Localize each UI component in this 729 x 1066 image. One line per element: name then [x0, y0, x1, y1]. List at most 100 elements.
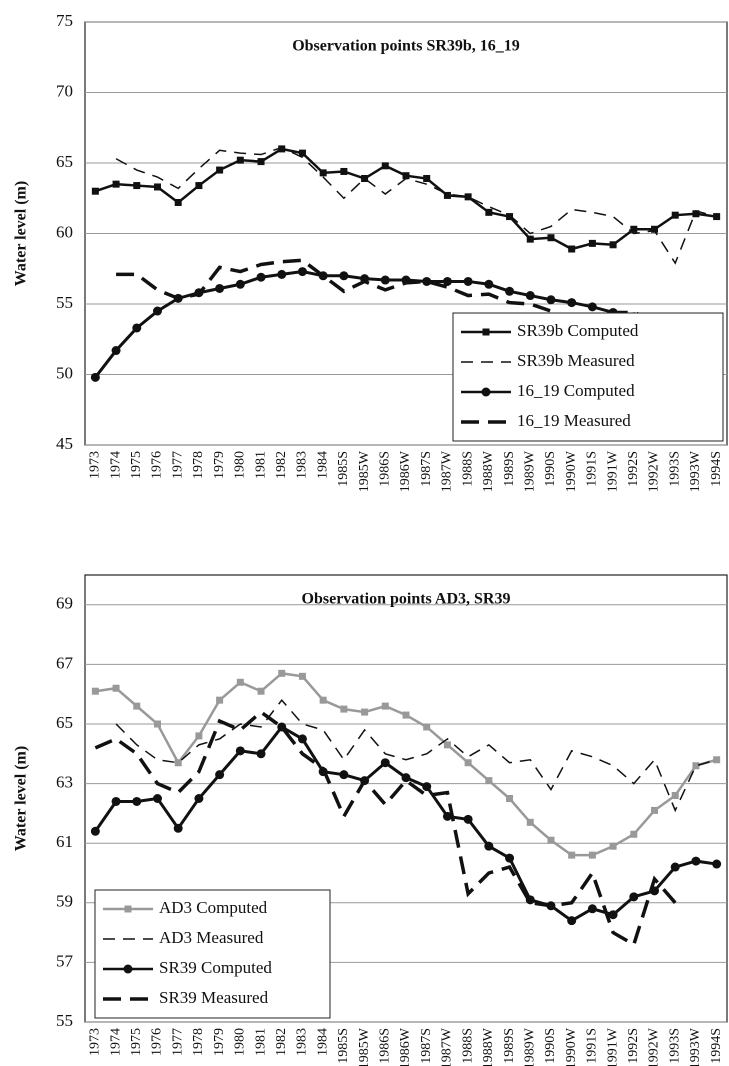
- marker: [278, 145, 286, 153]
- marker: [381, 162, 389, 170]
- y-tick-label: 69: [56, 594, 73, 613]
- marker: [278, 669, 286, 677]
- x-tick-label: 1989S: [502, 451, 517, 487]
- x-tick-label: 1985W: [357, 450, 372, 492]
- marker: [568, 851, 576, 859]
- x-tick-label: 1974: [108, 1028, 123, 1056]
- marker: [380, 275, 390, 285]
- marker: [484, 279, 494, 289]
- x-tick-label: 1980: [233, 451, 248, 479]
- marker: [525, 291, 535, 301]
- series-line: [95, 672, 717, 857]
- marker: [629, 892, 639, 902]
- x-tick-label: 1993S: [667, 1028, 682, 1064]
- marker: [692, 210, 700, 218]
- marker: [298, 672, 306, 680]
- marker: [257, 158, 265, 166]
- marker: [235, 746, 245, 756]
- marker: [195, 182, 203, 190]
- x-tick-label: 1984: [315, 1028, 330, 1056]
- x-tick-label: 1990W: [564, 450, 579, 492]
- marker: [443, 191, 451, 199]
- x-tick-label: 1973: [88, 1028, 103, 1056]
- legend-label: SR39b Measured: [517, 351, 635, 370]
- marker: [443, 741, 451, 749]
- x-tick-label: 1993S: [667, 451, 682, 487]
- marker: [257, 687, 265, 695]
- y-tick-label: 63: [56, 773, 73, 792]
- marker: [567, 916, 577, 926]
- marker: [297, 734, 307, 744]
- y-tick-label: 65: [56, 152, 73, 171]
- marker: [464, 193, 472, 201]
- legend-marker: [482, 328, 490, 336]
- y-tick-label: 67: [56, 653, 74, 672]
- marker: [216, 696, 224, 704]
- x-tick-label: 1989S: [502, 1028, 517, 1064]
- marker: [133, 182, 141, 190]
- marker: [587, 302, 597, 312]
- marker: [588, 851, 596, 859]
- x-tick-label: 1992W: [647, 1027, 662, 1066]
- marker: [463, 276, 473, 286]
- x-tick-label: 1986W: [398, 1027, 413, 1066]
- y-axis-label: Water level (m): [13, 181, 30, 286]
- marker: [630, 830, 638, 838]
- y-tick-label: 60: [56, 222, 73, 241]
- legend-label: 16_19 Computed: [517, 381, 635, 400]
- marker: [111, 346, 121, 356]
- legend-label: AD3 Computed: [159, 898, 268, 917]
- x-tick-label: 1991S: [585, 451, 600, 487]
- marker: [712, 859, 722, 869]
- x-tick-label: 1990S: [543, 451, 558, 487]
- y-tick-label: 57: [56, 951, 74, 970]
- x-tick-label: 1991W: [605, 450, 620, 492]
- x-tick-label: 1986W: [398, 450, 413, 492]
- marker: [464, 759, 472, 767]
- x-tick-label: 1983: [295, 1028, 310, 1056]
- marker: [422, 782, 432, 792]
- x-tick-label: 1981: [253, 451, 268, 479]
- marker: [402, 172, 410, 180]
- x-tick-label: 1987S: [419, 1028, 434, 1064]
- x-tick-label: 1975: [129, 1028, 144, 1056]
- x-tick-label: 1992W: [647, 450, 662, 492]
- y-tick-label: 75: [56, 11, 73, 30]
- marker: [506, 213, 514, 221]
- x-tick-label: 1978: [191, 451, 206, 479]
- x-tick-label: 1985W: [357, 1027, 372, 1066]
- marker: [651, 806, 659, 814]
- x-tick-label: 1989W: [522, 450, 537, 492]
- x-tick-label: 1986S: [378, 1028, 393, 1064]
- marker: [112, 684, 120, 692]
- legend-label: 16_19 Measured: [517, 411, 631, 430]
- marker: [588, 239, 596, 247]
- marker: [423, 723, 431, 731]
- marker: [216, 166, 224, 174]
- y-tick-label: 55: [56, 293, 73, 312]
- marker: [174, 198, 182, 206]
- series-line: [115, 146, 717, 265]
- legend-marker: [124, 905, 132, 913]
- marker: [506, 795, 514, 802]
- x-tick-label: 1990W: [564, 1027, 579, 1066]
- marker: [215, 770, 225, 780]
- marker: [671, 211, 679, 219]
- x-tick-label: 1977: [170, 451, 185, 479]
- marker: [236, 678, 244, 686]
- marker: [152, 794, 162, 803]
- y-tick-label: 70: [56, 81, 73, 100]
- marker: [91, 187, 99, 195]
- marker: [485, 208, 493, 216]
- marker: [505, 286, 515, 296]
- chart-title: Observation points SR39b, 16_19: [292, 38, 520, 55]
- marker: [402, 711, 410, 719]
- x-tick-label: 1992S: [626, 1028, 641, 1064]
- x-tick-label: 1993W: [688, 450, 703, 492]
- x-tick-label: 1982: [274, 1028, 289, 1056]
- marker: [547, 234, 555, 242]
- marker: [423, 175, 431, 183]
- series-line: [115, 698, 717, 813]
- marker: [381, 702, 389, 710]
